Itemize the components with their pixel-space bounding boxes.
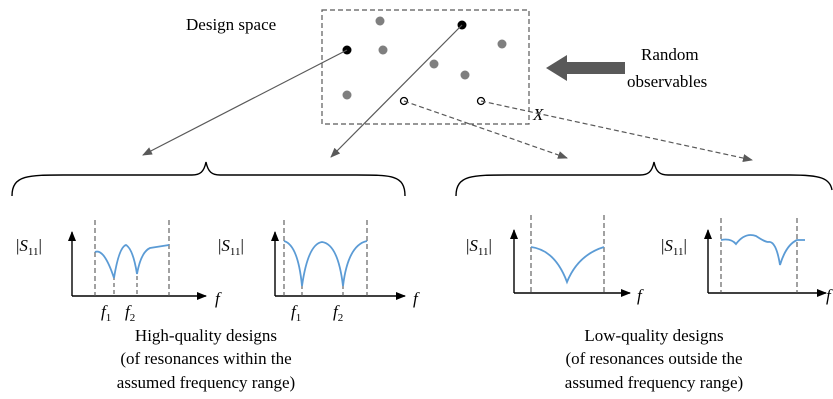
plot-1-y-label: |S11|: [16, 236, 42, 258]
high-quality-caption-line1: High-quality designs: [135, 326, 277, 345]
plot-4: |S11| f: [661, 218, 833, 305]
design-space-box: [322, 10, 529, 124]
sample-points: [343, 17, 507, 100]
plot-3-curve: [531, 247, 604, 282]
low-quality-caption-line2: (of resonances outside the: [565, 349, 742, 368]
plot-1-curve: [95, 245, 169, 278]
plot-3: |S11| f: [466, 215, 644, 305]
plot-2-curve: [284, 241, 367, 286]
plot-1-f2-label: f2: [125, 302, 135, 324]
low-quality-caption-line3: assumed frequency range): [565, 373, 743, 392]
low-quality-caption-line1: Low-quality designs: [584, 326, 723, 345]
sample-point: [376, 17, 385, 26]
arrow-to-plot-2: [331, 25, 462, 157]
sample-point: [498, 40, 507, 49]
random-observables-line1: Random: [641, 45, 699, 64]
big-arrow-icon: [546, 55, 625, 81]
plot-4-y-label: |S11|: [661, 236, 687, 258]
plot-2-x-label: f: [413, 289, 420, 308]
arrow-to-plot-4: [481, 101, 752, 160]
plot-1: |S11| f f1 f2: [16, 220, 222, 324]
sample-point: [343, 91, 352, 100]
plot-2-f2-label: f2: [333, 302, 343, 324]
plot-1-x-label: f: [215, 289, 222, 308]
sample-point: [430, 60, 439, 69]
sample-point: [461, 71, 470, 80]
plot-2-f1-label: f1: [291, 302, 301, 324]
high-quality-caption-line2: (of resonances within the: [120, 349, 291, 368]
plot-3-x-label: f: [637, 286, 644, 305]
random-observables-line2: observables: [627, 72, 707, 91]
plot-1-f1-label: f1: [101, 302, 111, 324]
plot-4-x-label: f: [826, 286, 833, 305]
plot-2: |S11| f f1 f2: [218, 220, 420, 324]
design-space-label: Design space: [186, 15, 276, 34]
arrow-to-plot-1: [143, 50, 347, 155]
plot-2-y-label: |S11|: [218, 236, 244, 258]
sample-point: [379, 46, 388, 55]
plot-4-curve: [721, 235, 805, 265]
high-quality-caption-line3: assumed frequency range): [117, 373, 295, 392]
brace-high-quality: [12, 162, 405, 196]
plot-3-y-label: |S11|: [466, 236, 492, 258]
design-space-x-label: X: [532, 105, 544, 124]
brace-low-quality: [456, 162, 832, 196]
